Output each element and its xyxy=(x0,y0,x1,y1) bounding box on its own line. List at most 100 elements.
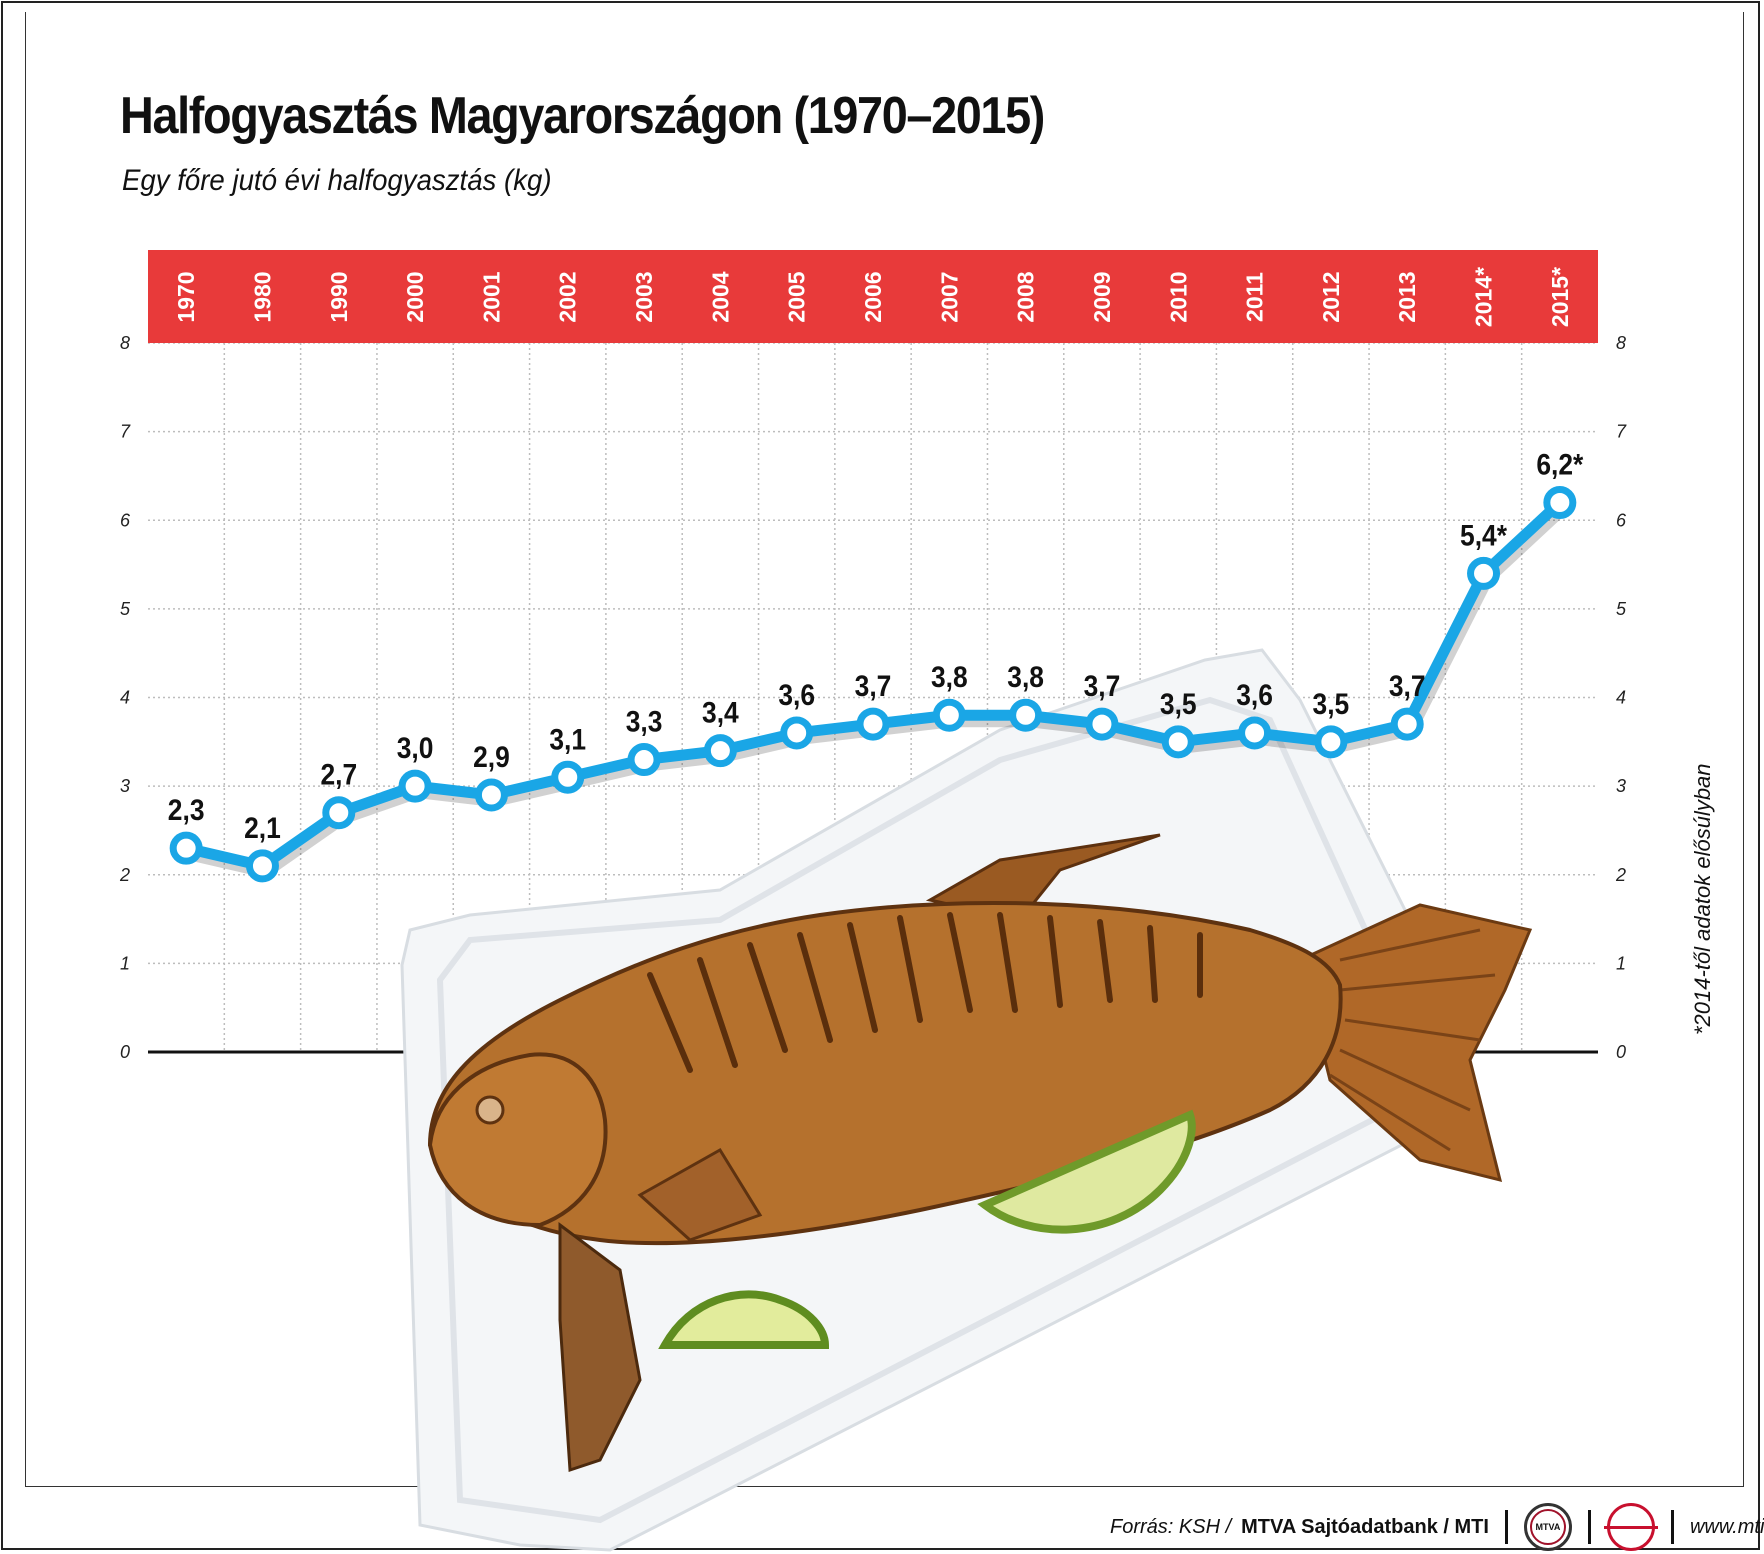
y-tick-label: 8 xyxy=(120,333,130,353)
data-point xyxy=(245,849,279,883)
data-label: 3,6 xyxy=(778,677,815,711)
plate-rim xyxy=(436,696,1434,1524)
data-point xyxy=(780,716,814,750)
category-label: 2006 xyxy=(860,271,886,322)
category-label: 1970 xyxy=(173,271,199,322)
y-tick-label: 4 xyxy=(1616,688,1626,708)
data-point xyxy=(322,796,356,830)
data-point xyxy=(1009,698,1043,732)
chart-title: Halfogyasztás Magyarországon (1970–2015) xyxy=(120,87,1045,145)
data-label: 3,5 xyxy=(1160,686,1197,720)
y-tick-label: 8 xyxy=(1616,333,1626,353)
data-point xyxy=(1390,707,1424,741)
category-label: 2012 xyxy=(1318,271,1344,322)
category-label: 2004 xyxy=(707,271,733,322)
data-point xyxy=(932,698,966,732)
y-tick-label: 7 xyxy=(1616,422,1627,442)
category-label: 2007 xyxy=(936,271,962,322)
source-bold: MTVA Sajtóadatbank / MTI xyxy=(1241,1515,1489,1538)
y-tick-label: 2 xyxy=(119,865,130,885)
y-tick-label: 5 xyxy=(1616,599,1627,619)
category-label: 2010 xyxy=(1165,271,1191,322)
data-label: 3,3 xyxy=(626,704,663,738)
y-tick-label: 2 xyxy=(1615,865,1626,885)
chart-subtitle: Egy főre jutó évi halfogyasztás (kg) xyxy=(122,164,552,197)
mtva-logo: MTVA xyxy=(1523,1503,1572,1551)
data-label: 3,4 xyxy=(702,695,739,729)
category-label: 2011 xyxy=(1242,272,1268,322)
data-label: 3,7 xyxy=(1389,668,1426,702)
y-axis: 0 0 1 1 2 2 3 3 4 4 5 5 6 6 7 7 8 8 xyxy=(119,333,1627,1062)
data-point xyxy=(1161,725,1195,759)
footer-separator xyxy=(1587,1510,1591,1544)
category-label: 2009 xyxy=(1089,271,1115,322)
data-label: 3,7 xyxy=(855,668,892,702)
data-point xyxy=(551,760,585,794)
data-label: 3,5 xyxy=(1313,686,1350,720)
data-point xyxy=(1467,556,1501,590)
y-tick-label: 0 xyxy=(1616,1042,1626,1062)
mti-logo xyxy=(1603,1503,1658,1551)
fish-head xyxy=(427,1052,608,1228)
lemon-wedge xyxy=(977,1109,1196,1234)
fish-eye xyxy=(475,1095,505,1125)
y-tick-label: 1 xyxy=(1616,953,1626,973)
category-label: 2001 xyxy=(478,271,504,322)
footer-separator xyxy=(1670,1510,1674,1544)
lemon-wedge xyxy=(658,1290,830,1349)
data-label: 3,8 xyxy=(931,660,968,694)
y-tick-label: 4 xyxy=(120,688,130,708)
y-tick-label: 3 xyxy=(120,776,130,796)
data-point xyxy=(398,769,432,803)
category-label: 2015* xyxy=(1547,267,1573,327)
category-label: 2002 xyxy=(555,271,581,322)
fried-fish-illustration xyxy=(400,648,1533,1552)
y-tick-label: 6 xyxy=(1616,510,1627,530)
data-label: 3,7 xyxy=(1084,668,1121,702)
category-label: 2008 xyxy=(1013,271,1039,322)
data-point xyxy=(703,734,737,768)
footer-separator xyxy=(1504,1510,1508,1544)
y-tick-label: 1 xyxy=(120,953,130,973)
fish-tail xyxy=(1298,903,1533,1183)
category-label: 2005 xyxy=(784,271,810,322)
inner-frame xyxy=(25,12,1744,1487)
category-label: 2003 xyxy=(631,271,657,322)
source-prefix: Forrás: KSH / xyxy=(1110,1515,1232,1538)
data-point xyxy=(1314,725,1348,759)
data-label: 2,1 xyxy=(244,810,281,844)
year-header-band: 1970 1980 1990 2000 2001 2002 2003 2004 2005 2006… xyxy=(148,250,1598,343)
data-point xyxy=(627,743,661,777)
data-label: 3,0 xyxy=(397,731,434,765)
footer-url[interactable]: www.mti.hu xyxy=(1689,1515,1764,1538)
data-point xyxy=(1238,716,1272,750)
data-point xyxy=(474,778,508,812)
y-tick-label: 0 xyxy=(120,1042,130,1062)
y-tick-label: 3 xyxy=(1616,776,1626,796)
fish-pectoral-fin xyxy=(637,1147,763,1242)
data-point xyxy=(856,707,890,741)
data-label: 2,3 xyxy=(168,793,205,827)
data-point xyxy=(1085,707,1119,741)
y-tick-label: 5 xyxy=(120,599,131,619)
category-label: 2000 xyxy=(402,271,428,322)
data-point xyxy=(1543,486,1577,520)
category-label: 1990 xyxy=(326,271,352,322)
category-label: 1980 xyxy=(249,271,275,322)
category-label: 2014* xyxy=(1471,267,1497,327)
data-label: 6,2* xyxy=(1536,447,1583,481)
y-tick-label: 6 xyxy=(120,510,131,530)
data-label: 2,7 xyxy=(320,757,357,791)
data-label: 3,1 xyxy=(549,722,586,756)
data-label: 3,8 xyxy=(1007,660,1044,694)
data-markers xyxy=(169,486,1577,883)
data-label: 5,4* xyxy=(1460,518,1507,552)
category-label: 2013 xyxy=(1394,271,1420,322)
footnote: *2014-től adatok elősúlyban xyxy=(1690,763,1715,1035)
data-point xyxy=(169,831,203,865)
data-label: 2,9 xyxy=(473,739,510,773)
header-band xyxy=(148,250,1598,343)
data-label: 3,6 xyxy=(1236,677,1273,711)
